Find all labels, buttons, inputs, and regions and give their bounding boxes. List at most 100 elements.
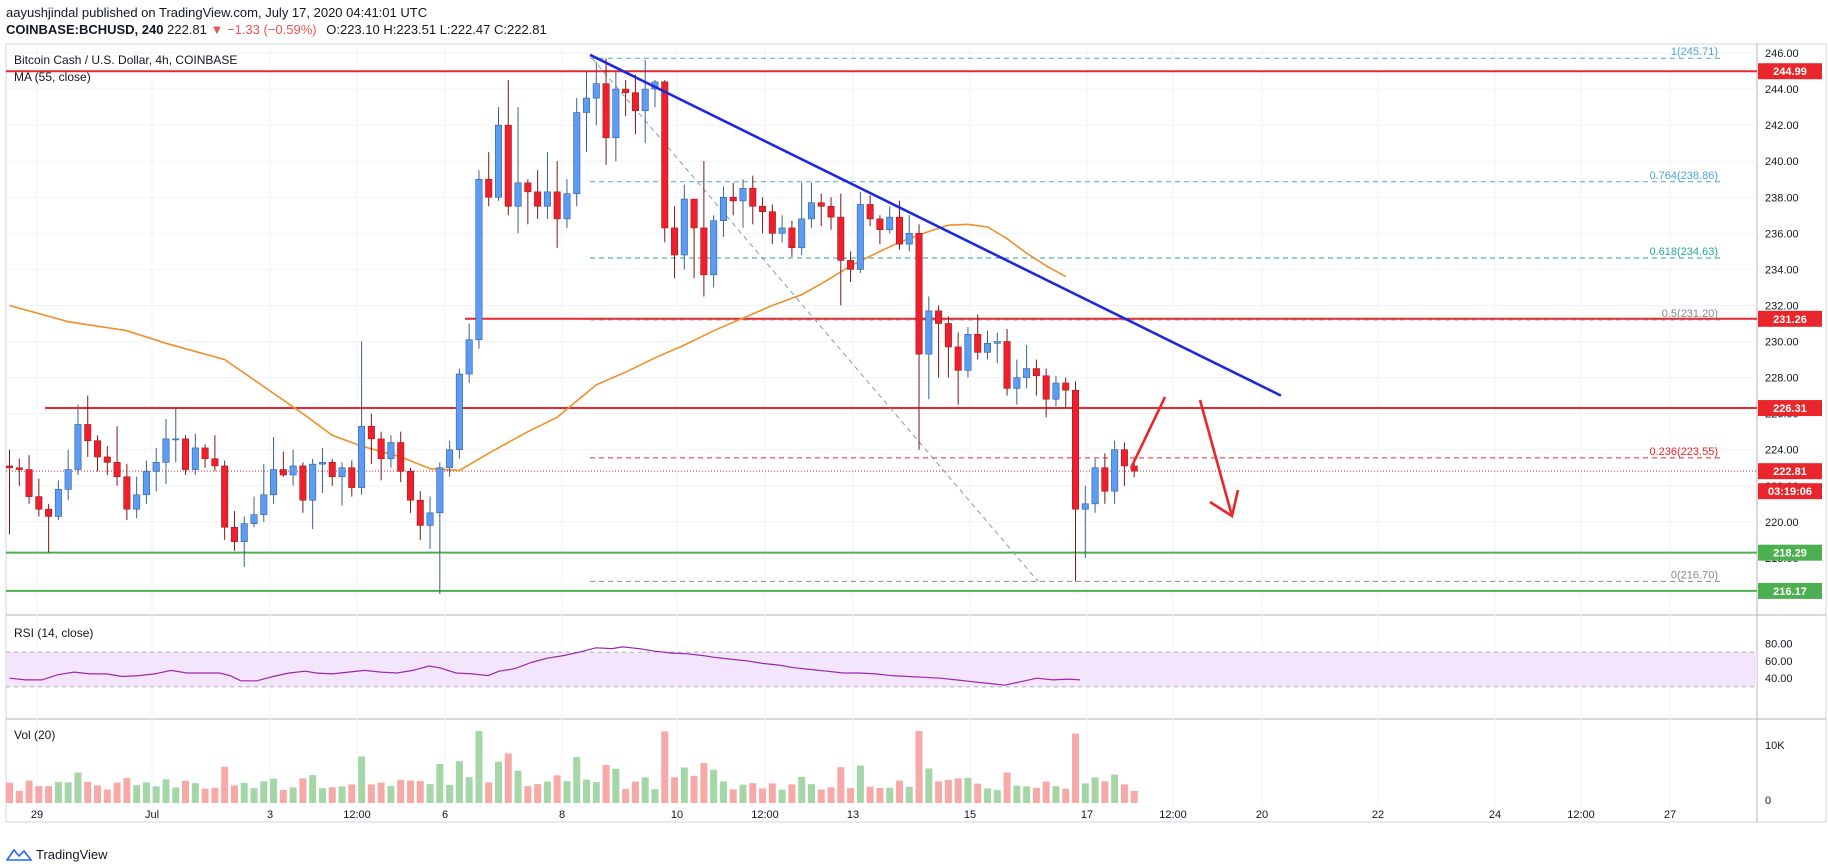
volume-bar (1062, 788, 1070, 803)
low-value: L:222.47 (439, 22, 491, 37)
rsi-band (6, 651, 1757, 688)
candle-body (524, 182, 532, 193)
candle-body (494, 124, 502, 198)
volume-bar (103, 789, 111, 803)
volume-bar (436, 763, 444, 803)
rsi-band-fill (6, 652, 1757, 687)
volume-bar (612, 768, 620, 803)
price-tick-label: 236.00 (1765, 228, 1799, 240)
volume-bar (563, 781, 571, 803)
candle-body (641, 88, 649, 112)
candle-body (739, 187, 747, 202)
volume-bar (729, 789, 737, 803)
pane-labels: Bitcoin Cash / U.S. Dollar, 4h, COINBASE… (14, 53, 237, 742)
fibonacci-retracement[interactable]: 1(245.71) 0.764(238.86) 0.618(234.63) 0.5(2… (590, 46, 1720, 582)
volume-bar (915, 731, 923, 803)
candle-body (759, 205, 767, 212)
volume-bar (6, 782, 13, 803)
candle-body (416, 499, 424, 526)
candle-body (240, 523, 248, 542)
candle-body (377, 438, 385, 460)
candle-body (798, 218, 806, 249)
candle-body (54, 489, 62, 517)
volume-bar (768, 783, 776, 803)
candle-body (230, 526, 238, 542)
open-value: O:223.10 (326, 22, 380, 37)
ma-line (9, 223, 1067, 472)
price-tick-label: 242.00 (1765, 120, 1799, 132)
symbol-line: COINBASE:BCHUSD, 240 222.81 ▼ −1.33 (−0.… (6, 21, 547, 38)
volume-bar (299, 778, 307, 803)
time-tick-label: Jul (145, 809, 159, 821)
volume-bar (690, 775, 698, 803)
volume-bar (905, 786, 913, 803)
candle-body (1130, 465, 1138, 472)
volume-bar (1042, 781, 1050, 803)
up-arrow (1129, 396, 1167, 469)
volume-bar (944, 779, 952, 803)
volume-bar (837, 767, 845, 803)
volume-bar (984, 788, 991, 803)
volume-bar (367, 784, 375, 803)
candle-body (338, 467, 346, 478)
candle-body (387, 442, 395, 460)
rsi-legend: RSI (14, close) (14, 626, 93, 640)
volume-bar (886, 787, 894, 803)
candle-body (465, 339, 473, 375)
symbol-name: COINBASE:BCHUSD, 240 (6, 22, 164, 37)
candle-body (318, 462, 326, 465)
candle-body (348, 467, 356, 488)
volume-bar (807, 784, 815, 803)
candle-body (1101, 467, 1109, 492)
volume-bar (895, 780, 903, 803)
price-tick-label: 246.00 (1765, 48, 1799, 60)
volume-bar (279, 789, 287, 803)
volume-bar (15, 790, 23, 803)
time-tick-label: 12:00 (343, 809, 371, 821)
volume-bar (74, 772, 82, 803)
candle-body (729, 196, 737, 202)
candle-body (289, 465, 297, 476)
candle-body (142, 471, 150, 496)
volume-bar (866, 786, 874, 803)
candle-body (191, 447, 199, 470)
candle-body (221, 465, 229, 528)
candle-body (583, 97, 591, 113)
time-tick-label: 29 (31, 809, 43, 821)
candle-body (700, 227, 708, 276)
volume-bar (201, 788, 209, 803)
volume-bar (1111, 774, 1119, 803)
candle-body (954, 346, 962, 371)
drawings[interactable] (589, 53, 1282, 519)
volume-bar (514, 770, 522, 803)
time-tick-label: 12:00 (1567, 809, 1595, 821)
candle-body (367, 425, 375, 440)
last-price: 222.81 (167, 22, 207, 37)
volume-bar (974, 783, 982, 803)
candle-body (358, 425, 366, 488)
candle-body (436, 467, 444, 514)
volume-bar (534, 784, 542, 803)
volume-tick-label: 0 (1765, 795, 1771, 807)
price-badge (1758, 483, 1822, 500)
volume-bar (64, 782, 72, 803)
candle-body (201, 447, 209, 460)
volume-bar (191, 783, 199, 803)
candle-body (485, 178, 493, 198)
time-tick-label: 24 (1489, 809, 1501, 821)
candle-body (64, 469, 72, 490)
price-badge (1758, 463, 1822, 480)
time-tick-label: 12:00 (751, 809, 779, 821)
price-tick-label: 240.00 (1765, 156, 1799, 168)
volume-bar (318, 788, 326, 803)
fib-level-label: 0(216.70) (1671, 569, 1718, 581)
volume-bar (387, 785, 395, 803)
candle-body (103, 456, 111, 463)
price-badge (1758, 63, 1822, 80)
time-tick-label: 6 (442, 809, 448, 821)
chart-frame (5, 43, 1827, 823)
close-value: C:222.81 (493, 22, 547, 37)
candle-body (710, 220, 718, 276)
trend-line (589, 53, 1282, 397)
